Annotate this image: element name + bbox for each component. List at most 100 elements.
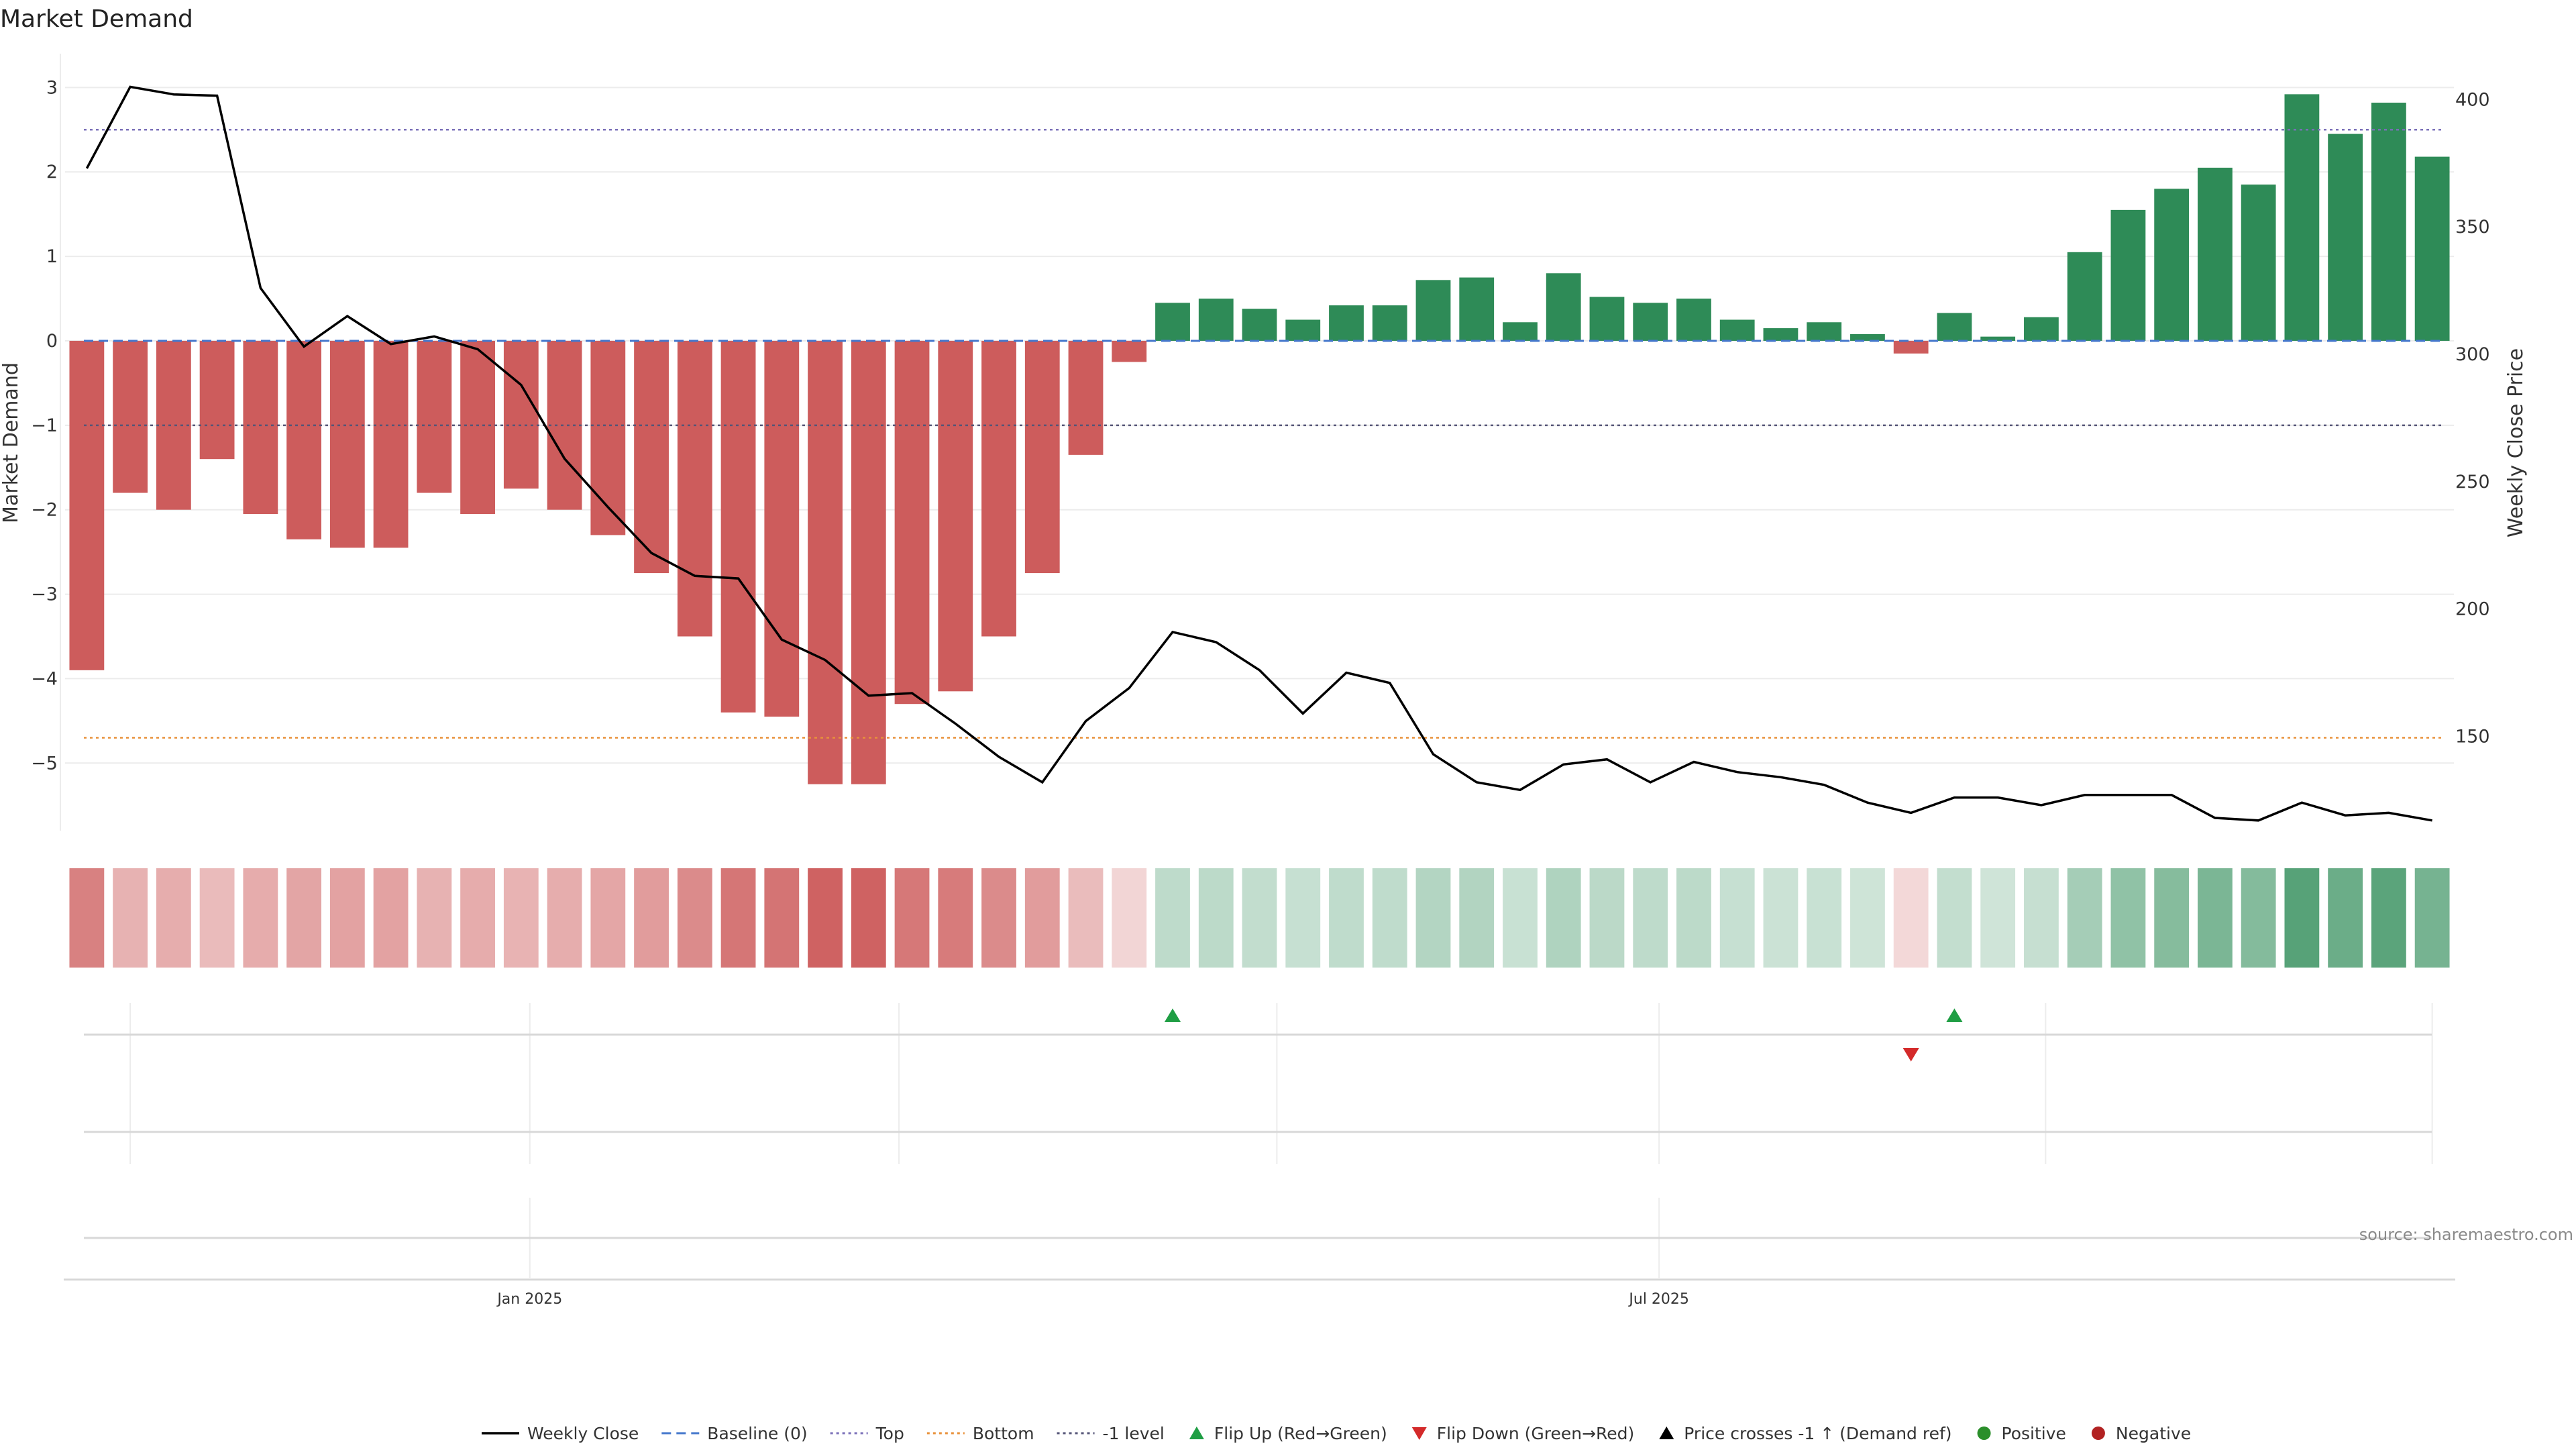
heat-cell (1893, 868, 1929, 968)
heat-cell (677, 868, 712, 968)
demand-bar (1893, 340, 1929, 354)
heat-cell (547, 868, 582, 968)
heat-cell (2198, 868, 2233, 968)
demand-bar (1329, 305, 1364, 341)
demand-bar (1633, 303, 1668, 341)
heat-cell (1589, 868, 1625, 968)
demand-bar (1459, 277, 1495, 341)
heat-cell (1546, 868, 1581, 968)
heat-cell (1198, 868, 1234, 968)
legend-item: Positive (1977, 1424, 2066, 1443)
demand-bar (69, 340, 105, 670)
demand-bar (286, 340, 321, 539)
legend-item: Price crosses -1 ↑ (Demand ref) (1659, 1424, 1952, 1443)
demand-bar (1807, 322, 1842, 341)
legend-item: Flip Down (Green→Red) (1411, 1424, 1635, 1443)
demand-bars (69, 94, 2450, 784)
heat-cell (1242, 868, 1277, 968)
heat-cell (1633, 868, 1668, 968)
heat-cell (417, 868, 452, 968)
demand-bar (1503, 322, 1538, 341)
demand-bar (1415, 280, 1451, 341)
demand-bar (2110, 209, 2146, 341)
legend-label: Negative (2116, 1424, 2191, 1443)
heat-cell (764, 868, 800, 968)
heat-cell (69, 868, 105, 968)
y-tick-label: −2 (31, 500, 58, 521)
heat-cell (1372, 868, 1407, 968)
legend-item: Negative (2091, 1424, 2191, 1443)
heat-cell (1719, 868, 1755, 968)
heat-cell (243, 868, 278, 968)
demand-bar (894, 340, 930, 705)
legend-label: Flip Down (Green→Red) (1437, 1424, 1635, 1443)
heat-cell (1459, 868, 1495, 968)
right-y-ticks: 400 350 300 250 200 150 (2455, 89, 2490, 747)
heat-cell (851, 868, 886, 968)
demand-bar (1155, 303, 1190, 341)
heat-cell (113, 868, 148, 968)
demand-bar (1676, 299, 1711, 341)
heat-cell (199, 868, 235, 968)
heat-cell (1024, 868, 1060, 968)
demand-bar (156, 340, 191, 510)
demand-bar (764, 340, 800, 717)
heat-cell (1850, 868, 1885, 968)
reference-lines (84, 129, 2442, 739)
legend-item: Top (830, 1424, 904, 1443)
demand-bar (2284, 94, 2320, 341)
demand-bar (720, 340, 756, 713)
signal-panels (64, 1003, 2455, 1281)
heat-cell (460, 868, 495, 968)
heat-cell (2371, 868, 2406, 968)
legend-item: Flip Up (Red→Green) (1189, 1424, 1387, 1443)
flip-up-marker (1165, 1008, 1181, 1022)
demand-bar (677, 340, 712, 637)
flip-down-marker (1902, 1048, 1919, 1061)
demand-bar (590, 340, 626, 535)
demand-bar (851, 340, 886, 784)
demand-bar (1242, 309, 1277, 341)
y2-tick-label: 400 (2455, 89, 2490, 110)
y2-tick-label: 200 (2455, 599, 2490, 620)
legend-item: Weekly Close (482, 1424, 639, 1443)
demand-bar (1763, 328, 1799, 341)
demand-bar (1980, 336, 2016, 341)
legend-label: Flip Up (Red→Green) (1214, 1424, 1387, 1443)
heat-cell (2328, 868, 2363, 968)
heat-cell (2067, 868, 2102, 968)
legend-item: Bottom (926, 1424, 1034, 1443)
heat-cell (503, 868, 539, 968)
y-tick-label: −1 (31, 415, 58, 436)
heat-cell (2154, 868, 2190, 968)
heat-cell (634, 868, 669, 968)
demand-bar (1589, 297, 1625, 341)
heat-cell (894, 868, 930, 968)
demand-bar (1112, 340, 1147, 362)
chart-title: Market Demand (0, 5, 193, 33)
heat-cell (1676, 868, 1711, 968)
heat-cell (2414, 868, 2450, 968)
weekly-close-line (85, 85, 2432, 822)
heat-cell (590, 868, 626, 968)
heat-cell (1503, 868, 1538, 968)
demand-heat-strip (69, 868, 2450, 968)
y2-axis-label: Weekly Close Price (2504, 348, 2528, 537)
y-tick-label: −4 (31, 668, 58, 689)
demand-bar (503, 340, 539, 489)
heat-cell (938, 868, 973, 968)
heat-cell (329, 868, 365, 968)
source-note: source: sharemaestro.com (2359, 1225, 2573, 1244)
legend-label: -1 level (1103, 1424, 1165, 1443)
legend-item: Baseline (0) (661, 1424, 808, 1443)
legend-label: Positive (2002, 1424, 2066, 1443)
flip-up-marker (1946, 1008, 1963, 1022)
demand-bar (1024, 340, 1060, 574)
legend-item: -1 level (1057, 1424, 1165, 1443)
demand-bar (2241, 185, 2276, 341)
legend-swatch (1659, 1427, 1674, 1439)
demand-bar (1850, 333, 1885, 341)
heat-cell (1112, 868, 1147, 968)
legend-label: Weekly Close (527, 1424, 639, 1443)
